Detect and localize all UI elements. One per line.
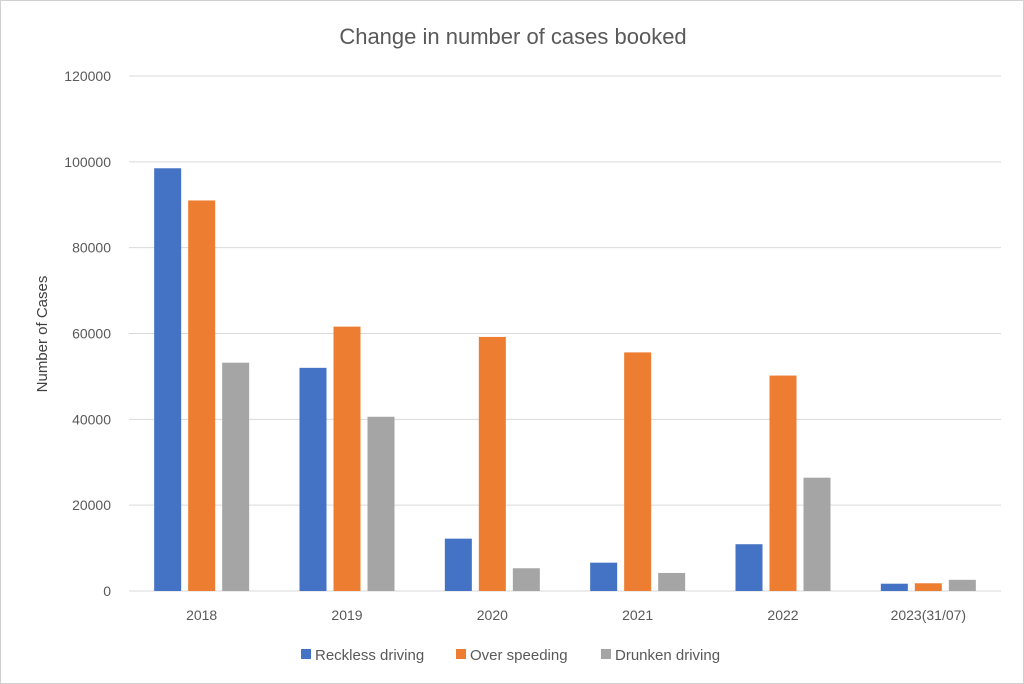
bar-drunken-driving-2021 — [658, 572, 686, 591]
y-tick-label: 100000 — [64, 154, 111, 170]
legend-label: Over speeding — [470, 647, 568, 664]
bar-over-speeding-2019 — [333, 326, 361, 591]
y-axis-label: Number of Cases — [34, 276, 51, 393]
bar-drunken-driving-2022 — [803, 477, 831, 591]
bars — [154, 168, 976, 592]
x-tick-label: 2021 — [622, 607, 653, 623]
bar-reckless-driving-2019 — [299, 367, 327, 591]
y-tick-labels: 0 20000 40000 60000 80000 100000 120000 — [64, 68, 111, 599]
x-tick-label: 2019 — [331, 607, 362, 623]
bar-over-speeding-2018 — [188, 200, 216, 592]
x-tick-label: 2020 — [477, 607, 508, 623]
bar-reckless-driving-2023-31-07 — [880, 583, 908, 591]
bar-reckless-driving-2021 — [590, 562, 618, 591]
y-tick-label: 20000 — [72, 497, 111, 513]
bar-reckless-driving-2020 — [444, 538, 472, 591]
legend-label: Drunken driving — [615, 647, 720, 664]
bar-over-speeding-2023-31-07 — [914, 583, 942, 591]
bar-drunken-driving-2018 — [222, 362, 250, 591]
bar-over-speeding-2022 — [769, 375, 797, 591]
chart-title: Change in number of cases booked — [339, 24, 686, 49]
legend-item: Reckless driving — [301, 647, 424, 664]
legend-item: Over speeding — [456, 647, 568, 664]
x-tick-labels: 2018 2019 2020 2021 2022 2023(31/07) — [186, 607, 966, 623]
bar-over-speeding-2020 — [478, 336, 506, 591]
x-tick-label: 2018 — [186, 607, 217, 623]
x-tick-label: 2022 — [767, 607, 798, 623]
legend: Reckless driving Over speeding Drunken dri… — [301, 647, 720, 664]
y-tick-label: 60000 — [72, 326, 111, 342]
gridlines — [129, 75, 1001, 592]
y-tick-label: 80000 — [72, 240, 111, 256]
legend-label: Reckless driving — [315, 647, 424, 664]
bar-reckless-driving-2022 — [735, 544, 763, 591]
legend-swatch — [601, 649, 611, 659]
bar-reckless-driving-2018 — [154, 168, 182, 592]
y-tick-label: 120000 — [64, 68, 111, 84]
bar-over-speeding-2021 — [624, 352, 652, 591]
x-tick-label: 2023(31/07) — [891, 607, 967, 623]
legend-swatch — [456, 649, 466, 659]
bar-drunken-driving-2023-31-07 — [948, 579, 976, 591]
bar-drunken-driving-2020 — [512, 568, 540, 591]
legend-item: Drunken driving — [601, 647, 720, 664]
y-tick-label: 0 — [103, 583, 111, 599]
bar-drunken-driving-2019 — [367, 416, 395, 591]
y-tick-label: 40000 — [72, 411, 111, 427]
legend-swatch — [301, 649, 311, 659]
